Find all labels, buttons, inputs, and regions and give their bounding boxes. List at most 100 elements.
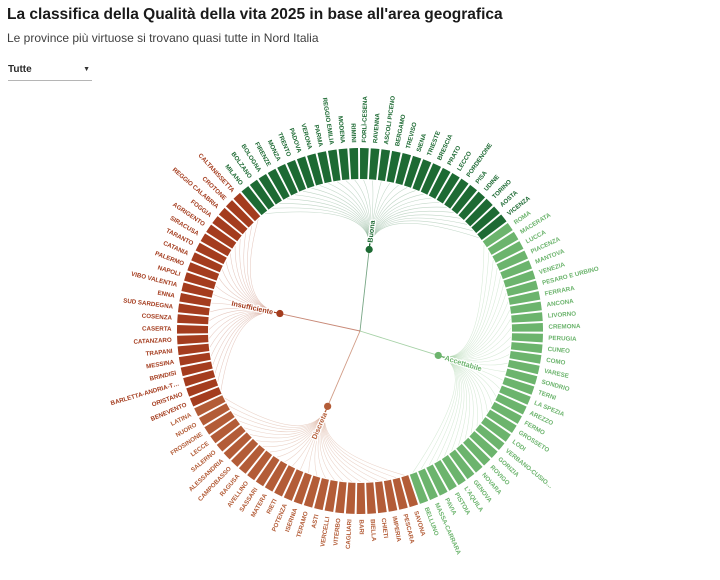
- arc-segment-sondrio[interactable]: [505, 368, 538, 385]
- arc-segment-torino[interactable]: [465, 198, 493, 227]
- arc-segment-macerata[interactable]: [487, 231, 519, 255]
- arc-segment-fermo[interactable]: [490, 401, 522, 424]
- arc-segment-ravenna[interactable]: [368, 148, 380, 180]
- arc-segment-milano[interactable]: [241, 186, 268, 216]
- arc-segment-alessandria[interactable]: [223, 432, 252, 460]
- arc-segment-reggio-calabria[interactable]: [218, 207, 248, 235]
- arc-segment-isernia[interactable]: [293, 472, 312, 505]
- arc-segment-oristano[interactable]: [186, 378, 219, 397]
- arc-segment-bari[interactable]: [356, 482, 366, 514]
- arc-segment-foggia[interactable]: [212, 216, 242, 242]
- arc-segment-chieti[interactable]: [375, 481, 387, 514]
- category-node-accettabile[interactable]: [434, 351, 442, 360]
- arc-segment-palermo[interactable]: [187, 262, 220, 281]
- arc-segment-treviso[interactable]: [395, 153, 412, 186]
- arc-segment-pisa[interactable]: [451, 184, 478, 215]
- arc-segment-lucca[interactable]: [492, 241, 524, 263]
- arc-segment-avellino[interactable]: [247, 450, 273, 481]
- arc-segment-como[interactable]: [509, 351, 542, 364]
- arc-segment-ancona[interactable]: [510, 301, 542, 314]
- arc-segment-livorno[interactable]: [511, 312, 543, 323]
- arc-segment-ragusa[interactable]: [238, 444, 265, 474]
- arc-segment-cuneo[interactable]: [510, 342, 543, 354]
- arc-segment-catanzaro[interactable]: [177, 334, 209, 345]
- arc-segment-crotone[interactable]: [225, 200, 254, 228]
- arc-segment-prato[interactable]: [428, 167, 451, 199]
- arc-segment-asti[interactable]: [314, 478, 329, 511]
- arc-segment-benevento[interactable]: [189, 387, 222, 407]
- arc-segment-savona[interactable]: [401, 475, 419, 508]
- arc-segment-genova[interactable]: [449, 449, 475, 480]
- arc-segment-sud-sardegna[interactable]: [177, 303, 210, 316]
- arc-segment-imperia[interactable]: [383, 479, 398, 512]
- arc-segment-trento[interactable]: [286, 159, 306, 192]
- arc-segment-venezia[interactable]: [503, 270, 536, 288]
- arc-segment-messina[interactable]: [178, 352, 211, 366]
- arc-segment-bolzano[interactable]: [249, 179, 275, 210]
- arc-segment-lecce[interactable]: [210, 418, 240, 444]
- arc-segment-siena[interactable]: [404, 155, 422, 188]
- area-filter-dropdown[interactable]: Tutte ▼: [8, 62, 92, 81]
- arc-segment-gorizia[interactable]: [469, 431, 498, 459]
- arc-segment-caserta[interactable]: [176, 324, 209, 334]
- arc-segment-pesaro-e-urbino[interactable]: [506, 280, 539, 297]
- arc-segment-trapani[interactable]: [177, 343, 210, 356]
- arc-segment-perugia[interactable]: [511, 333, 543, 343]
- arc-segment-pistoia[interactable]: [434, 459, 457, 491]
- arc-segment-verbano-cusio[interactable]: [475, 424, 505, 451]
- arc-segment-cagliari[interactable]: [345, 482, 356, 514]
- arc-segment-teramo[interactable]: [303, 475, 321, 508]
- arc-segment-rovigo[interactable]: [463, 437, 491, 466]
- arc-segment-l-aquila[interactable]: [441, 455, 466, 486]
- arc-segment-ascoli-piceno[interactable]: [377, 149, 391, 182]
- arc-segment-la-spezia[interactable]: [499, 385, 531, 405]
- arc-segment-pescara[interactable]: [392, 477, 408, 510]
- arc-segment-nuoro[interactable]: [199, 403, 230, 426]
- arc-segment-grosseto[interactable]: [486, 409, 517, 433]
- arc-segment-pordenone[interactable]: [444, 178, 469, 209]
- arc-segment-ferrara[interactable]: [508, 291, 541, 305]
- arc-segment-salerno[interactable]: [216, 425, 246, 452]
- arc-segment-trieste[interactable]: [412, 159, 432, 192]
- arc-segment-reggio-emilia[interactable]: [327, 149, 341, 182]
- arc-segment-rimini[interactable]: [349, 148, 359, 180]
- arc-segment-vercelli[interactable]: [324, 480, 338, 513]
- arc-segment-latina[interactable]: [194, 395, 226, 417]
- arc-segment-modena[interactable]: [338, 148, 350, 181]
- arc-segment-belluno[interactable]: [409, 472, 429, 504]
- arc-segment-monza[interactable]: [277, 164, 298, 196]
- arc-segment-cosenza[interactable]: [177, 314, 209, 325]
- arc-segment-novara[interactable]: [456, 443, 483, 473]
- arc-segment-enna[interactable]: [179, 292, 212, 307]
- arc-segment-barletta-andria-t[interactable]: [183, 370, 216, 387]
- arc-segment-roma[interactable]: [482, 223, 513, 248]
- arc-segment-catania[interactable]: [191, 252, 223, 273]
- arc-segment-campobasso[interactable]: [231, 438, 259, 467]
- arc-segment-terni[interactable]: [502, 377, 535, 395]
- arc-segment-biella[interactable]: [366, 482, 377, 514]
- arc-segment-napoli[interactable]: [184, 272, 217, 290]
- arc-segment-lodi[interactable]: [481, 417, 511, 442]
- arc-segment-agrigento[interactable]: [206, 224, 237, 249]
- arc-segment-bologna[interactable]: [258, 173, 282, 205]
- category-node-insufficiente[interactable]: [276, 309, 284, 318]
- arc-segment-viterbo[interactable]: [335, 481, 347, 514]
- arc-segment-padova[interactable]: [296, 156, 315, 189]
- arc-segment-piacenza[interactable]: [496, 250, 529, 271]
- arc-segment-brescia[interactable]: [420, 163, 442, 195]
- arc-segment-verona[interactable]: [307, 153, 324, 186]
- arc-segment-caltanissetta[interactable]: [233, 192, 261, 222]
- category-node-buona[interactable]: [365, 245, 373, 254]
- arc-segment-vibo-valentia[interactable]: [181, 282, 214, 298]
- arc-segment-potenza[interactable]: [283, 469, 304, 501]
- arc-segment-sassari[interactable]: [255, 455, 280, 487]
- category-node-discreta[interactable]: [324, 402, 332, 410]
- arc-segment-rieti[interactable]: [274, 465, 296, 497]
- arc-segment-parma[interactable]: [317, 151, 332, 184]
- arc-segment-massa-carrara[interactable]: [418, 468, 438, 501]
- arc-segment-siracusa[interactable]: [200, 233, 232, 257]
- arc-segment-varese[interactable]: [507, 359, 540, 375]
- arc-segment-taranto[interactable]: [195, 242, 227, 265]
- arc-segment-aosta[interactable]: [471, 206, 500, 233]
- arc-segment-matera[interactable]: [264, 460, 288, 492]
